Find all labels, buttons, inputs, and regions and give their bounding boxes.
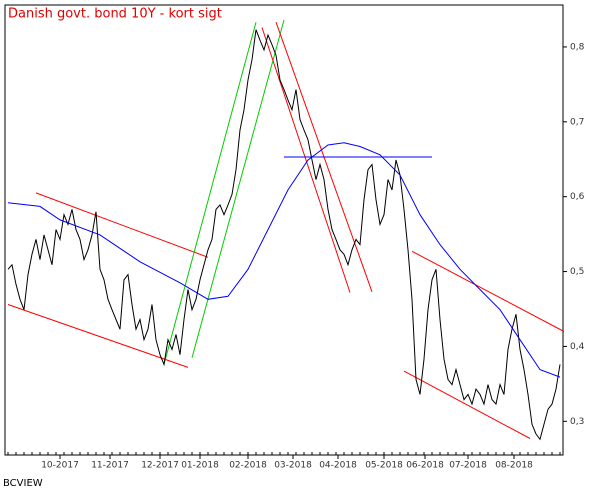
trend-line bbox=[411, 250, 565, 332]
trend-line bbox=[261, 27, 351, 293]
x-tick-label: 03-2018 bbox=[274, 461, 312, 471]
x-tick-label: 01-2018 bbox=[181, 461, 219, 471]
trend-line bbox=[403, 370, 531, 439]
x-tick-label: 12-2017 bbox=[141, 461, 179, 471]
y-tick-label: 0,6 bbox=[570, 192, 585, 202]
y-tick-label: 0,4 bbox=[570, 342, 585, 352]
y-tick-label: 0,3 bbox=[570, 417, 584, 427]
price-line bbox=[7, 29, 561, 441]
y-tick-label: 0,8 bbox=[570, 42, 585, 52]
x-tick-label: 08-2018 bbox=[495, 461, 533, 471]
x-tick-label: 11-2017 bbox=[91, 461, 129, 471]
y-tick-label: 0,5 bbox=[570, 267, 584, 277]
trend-line bbox=[35, 192, 209, 258]
x-tick-label: 02-2018 bbox=[229, 461, 267, 471]
plot-frame bbox=[4, 4, 564, 456]
x-tick-label: 06-2018 bbox=[406, 461, 444, 471]
x-tick-label: 10-2017 bbox=[41, 461, 79, 471]
chart-title: Danish govt. bond 10Y - kort sigt bbox=[8, 7, 222, 22]
x-tick-label: 07-2018 bbox=[449, 461, 487, 471]
trend-line bbox=[163, 22, 257, 365]
source: BCVIEW bbox=[3, 478, 43, 489]
x-tick-label: 04-2018 bbox=[319, 461, 357, 471]
trend-line bbox=[7, 304, 189, 368]
x-tick-label: 05-2018 bbox=[365, 461, 403, 471]
trend-line bbox=[191, 19, 285, 358]
moving-average bbox=[7, 142, 561, 378]
y-tick-label: 0,7 bbox=[570, 117, 584, 127]
